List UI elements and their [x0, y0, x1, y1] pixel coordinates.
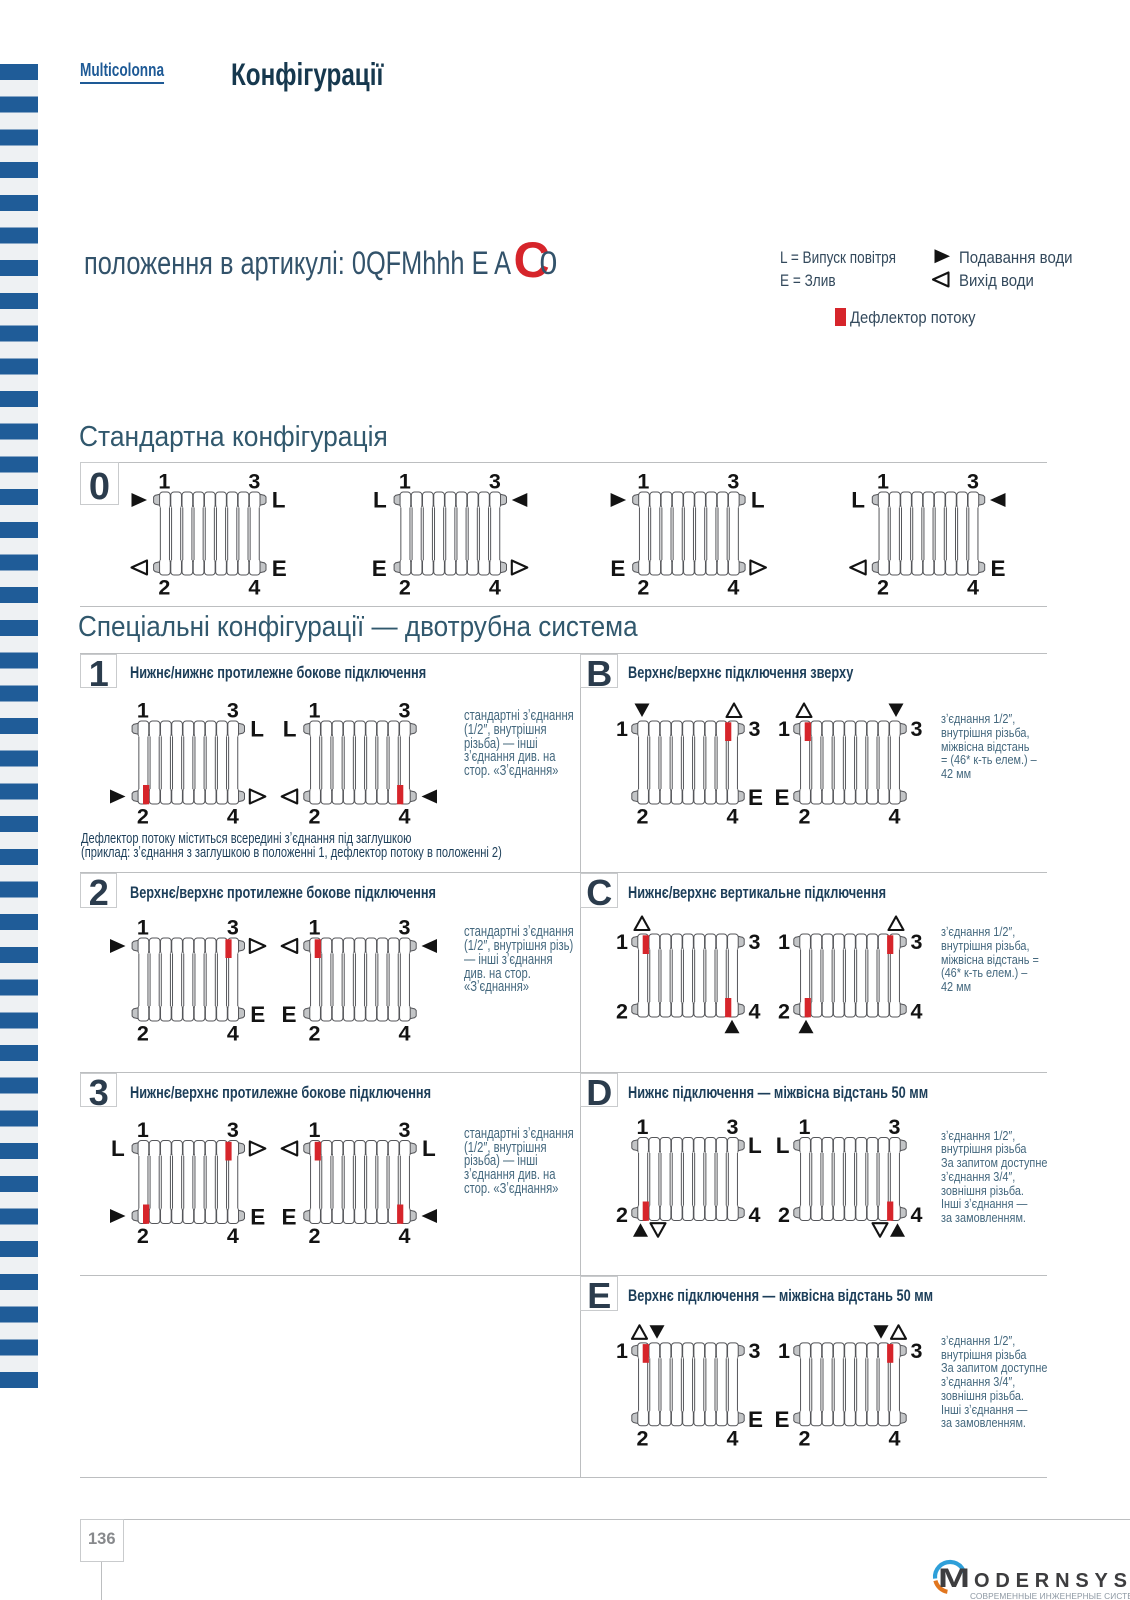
svg-text:L: L — [111, 1136, 125, 1161]
svg-text:4: 4 — [489, 576, 501, 600]
svg-text:1: 1 — [616, 930, 628, 954]
svg-text:1: 1 — [158, 470, 170, 494]
svg-text:1: 1 — [399, 470, 411, 494]
svg-text:4: 4 — [889, 805, 901, 829]
svg-text:4: 4 — [227, 1224, 239, 1248]
svg-text:2: 2 — [137, 1022, 149, 1046]
svg-text:4: 4 — [889, 1427, 901, 1451]
svg-text:3: 3 — [749, 930, 761, 954]
svg-text:4: 4 — [727, 805, 739, 829]
svg-text:1: 1 — [309, 1118, 321, 1142]
svg-text:4: 4 — [911, 1203, 923, 1227]
svg-text:E: E — [272, 556, 287, 581]
svg-text:3: 3 — [227, 1118, 239, 1142]
svg-text:4: 4 — [727, 1427, 739, 1451]
svg-text:4: 4 — [399, 1224, 411, 1248]
svg-text:3: 3 — [399, 916, 411, 940]
svg-text:2: 2 — [799, 1427, 811, 1451]
svg-text:4: 4 — [911, 1000, 923, 1024]
svg-text:2: 2 — [137, 805, 149, 829]
svg-text:2: 2 — [309, 805, 321, 829]
svg-text:E: E — [991, 556, 1006, 581]
svg-text:4: 4 — [227, 1022, 239, 1046]
svg-text:L: L — [748, 1133, 762, 1158]
svg-text:1: 1 — [616, 717, 628, 741]
svg-text:E: E — [250, 1002, 265, 1027]
svg-text:3: 3 — [248, 470, 260, 494]
svg-text:1: 1 — [137, 699, 149, 723]
svg-text:E: E — [748, 785, 763, 810]
svg-text:2: 2 — [616, 1000, 628, 1024]
svg-text:2: 2 — [158, 576, 170, 600]
svg-text:ODERNSYS: ODERNSYS — [974, 1570, 1127, 1592]
svg-text:4: 4 — [749, 1000, 761, 1024]
svg-text:2: 2 — [877, 576, 889, 600]
svg-text:3: 3 — [749, 1339, 761, 1363]
svg-text:1: 1 — [778, 717, 790, 741]
svg-text:3: 3 — [227, 699, 239, 723]
svg-text:L: L — [272, 488, 286, 513]
svg-text:L: L — [250, 717, 264, 742]
svg-text:3: 3 — [889, 1115, 901, 1139]
svg-text:1: 1 — [309, 916, 321, 940]
svg-text:L: L — [776, 1133, 790, 1158]
svg-text:1: 1 — [137, 916, 149, 940]
svg-text:2: 2 — [778, 1000, 790, 1024]
svg-text:3: 3 — [911, 930, 923, 954]
svg-text:E: E — [774, 785, 789, 810]
svg-text:2: 2 — [309, 1224, 321, 1248]
svg-text:1: 1 — [637, 1115, 649, 1139]
svg-text:L: L — [373, 488, 387, 513]
svg-text:1: 1 — [778, 930, 790, 954]
svg-text:1: 1 — [637, 470, 649, 494]
svg-text:E: E — [748, 1407, 763, 1432]
svg-text:2: 2 — [137, 1224, 149, 1248]
svg-text:3: 3 — [911, 717, 923, 741]
svg-text:1: 1 — [616, 1339, 628, 1363]
svg-text:M: M — [938, 1563, 970, 1593]
svg-text:3: 3 — [727, 1115, 739, 1139]
svg-text:3: 3 — [749, 717, 761, 741]
svg-text:2: 2 — [637, 805, 649, 829]
svg-text:1: 1 — [778, 1339, 790, 1363]
svg-text:3: 3 — [399, 1118, 411, 1142]
svg-text:2: 2 — [399, 576, 411, 600]
svg-text:2: 2 — [637, 1427, 649, 1451]
svg-text:L: L — [283, 717, 297, 742]
svg-text:3: 3 — [489, 470, 501, 494]
svg-text:2: 2 — [309, 1022, 321, 1046]
svg-text:1: 1 — [877, 470, 889, 494]
svg-text:1: 1 — [309, 699, 321, 723]
svg-text:E: E — [281, 1205, 296, 1230]
svg-text:4: 4 — [248, 576, 260, 600]
svg-text:4: 4 — [749, 1203, 761, 1227]
svg-text:L: L — [422, 1136, 436, 1161]
svg-text:4: 4 — [967, 576, 979, 600]
svg-text:2: 2 — [799, 805, 811, 829]
svg-text:L: L — [751, 488, 765, 513]
svg-text:4: 4 — [399, 805, 411, 829]
svg-text:4: 4 — [227, 805, 239, 829]
svg-text:1: 1 — [137, 1118, 149, 1142]
svg-text:3: 3 — [727, 470, 739, 494]
svg-text:3: 3 — [399, 699, 411, 723]
svg-text:1: 1 — [799, 1115, 811, 1139]
svg-text:3: 3 — [967, 470, 979, 494]
svg-text:2: 2 — [616, 1203, 628, 1227]
svg-text:E: E — [372, 556, 387, 581]
svg-text:2: 2 — [778, 1203, 790, 1227]
svg-text:E: E — [610, 556, 625, 581]
svg-text:E: E — [250, 1205, 265, 1230]
svg-text:4: 4 — [727, 576, 739, 600]
svg-text:E: E — [774, 1407, 789, 1432]
svg-text:L: L — [851, 488, 865, 513]
svg-text:4: 4 — [399, 1022, 411, 1046]
svg-text:3: 3 — [911, 1339, 923, 1363]
svg-text:3: 3 — [227, 916, 239, 940]
svg-text:E: E — [281, 1002, 296, 1027]
svg-text:2: 2 — [637, 576, 649, 600]
